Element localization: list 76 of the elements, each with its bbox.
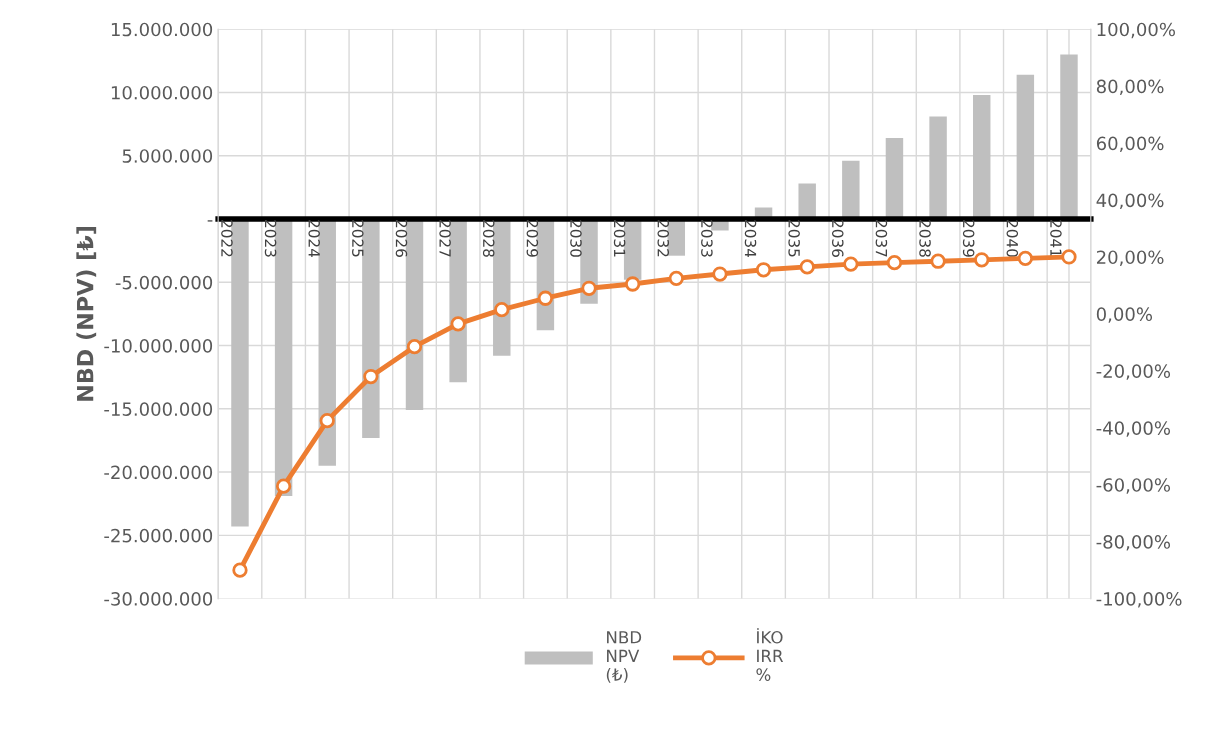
x-tick-label: 2022 bbox=[221, 220, 233, 257]
point bbox=[537, 290, 554, 306]
x-tick-label: 2041 bbox=[1050, 220, 1062, 257]
y-tick-label: - bbox=[207, 220, 213, 222]
point bbox=[799, 259, 815, 275]
x-tick-label: 2025 bbox=[352, 220, 364, 257]
y2-tick-label: -20,00% bbox=[1096, 364, 1171, 380]
point bbox=[625, 276, 641, 292]
bar bbox=[318, 219, 336, 466]
y-tick-label: -20.000.000 bbox=[104, 465, 213, 480]
bar bbox=[929, 116, 947, 219]
bar bbox=[842, 160, 860, 219]
y-tick-label: -5.000.000 bbox=[115, 275, 213, 290]
point bbox=[406, 339, 423, 355]
x-tick-label: 2036 bbox=[831, 220, 844, 257]
x-tick-label: 2031 bbox=[613, 220, 626, 257]
point bbox=[319, 413, 335, 429]
x-tick-label: 2039 bbox=[962, 220, 975, 257]
y2-tick-label: 0,00% bbox=[1096, 307, 1153, 323]
bar bbox=[972, 95, 991, 219]
x-tick-label: 2026 bbox=[395, 220, 408, 257]
point bbox=[363, 368, 379, 385]
bar bbox=[231, 219, 249, 527]
x-tick-label: 2028 bbox=[482, 220, 495, 257]
bar bbox=[798, 183, 816, 219]
x-tick-label: 2029 bbox=[526, 220, 539, 257]
point bbox=[1017, 250, 1033, 267]
y-tick-label: -25.000.000 bbox=[104, 528, 213, 543]
y2-tick-label: -80,00% bbox=[1096, 535, 1171, 551]
y-tick-label: -15.000.000 bbox=[104, 402, 213, 416]
x-tick-label: 2032 bbox=[657, 220, 670, 257]
y-tick-label: 5.000.000 bbox=[122, 149, 213, 163]
y2-tick-label: 60,00% bbox=[1096, 136, 1164, 153]
bar bbox=[1016, 74, 1035, 219]
point bbox=[930, 253, 946, 269]
point bbox=[275, 478, 292, 494]
x-tick-label: 2040 bbox=[1006, 220, 1019, 257]
bar bbox=[449, 219, 467, 383]
point bbox=[755, 262, 772, 278]
point bbox=[843, 256, 859, 272]
y2-tick-label: 20,00% bbox=[1096, 250, 1164, 266]
y2-tick-label: 80,00% bbox=[1096, 79, 1164, 96]
y2-tick-label: -100,00% bbox=[1096, 592, 1182, 608]
point bbox=[886, 255, 903, 271]
bar bbox=[885, 138, 904, 219]
y2-tick-label: 40,00% bbox=[1096, 193, 1164, 209]
x-tick-label: 2038 bbox=[919, 220, 931, 257]
x-tick-label: 2035 bbox=[788, 220, 800, 257]
point bbox=[494, 301, 510, 318]
point bbox=[668, 270, 684, 286]
point bbox=[450, 316, 466, 332]
y-tick-label: -10.000.000 bbox=[104, 338, 213, 353]
x-tick-label: 2030 bbox=[570, 220, 582, 257]
y-tick-label: -30.000.000 bbox=[104, 592, 213, 606]
x-tick-label: 2023 bbox=[264, 220, 277, 257]
x-tick-label: 2033 bbox=[701, 220, 713, 257]
point bbox=[581, 280, 597, 296]
point bbox=[974, 252, 990, 268]
y-tick-label: 10.000.000 bbox=[111, 85, 213, 100]
y2-tick-label: -40,00% bbox=[1096, 421, 1171, 437]
point bbox=[232, 562, 248, 578]
x-tick-label: 2034 bbox=[744, 220, 757, 258]
legend-label: İKO IRR % bbox=[756, 628, 784, 681]
point bbox=[712, 266, 728, 282]
y-tick-label: 15.000.000 bbox=[111, 22, 213, 37]
bar bbox=[1060, 54, 1078, 219]
bar bbox=[362, 219, 380, 438]
legend-label: NBD NPV (₺) bbox=[606, 631, 642, 683]
y2-tick-label: -60,00% bbox=[1096, 478, 1171, 494]
point bbox=[1061, 249, 1077, 265]
y-axis-title: NBD (NPV) [₺] bbox=[76, 227, 97, 401]
x-tick-label: 2037 bbox=[875, 220, 888, 257]
y2-tick-label: 100,00% bbox=[1097, 22, 1175, 39]
x-tick-label: 2024 bbox=[308, 220, 320, 258]
x-tick-label: 2027 bbox=[439, 220, 451, 257]
bar bbox=[493, 219, 511, 356]
